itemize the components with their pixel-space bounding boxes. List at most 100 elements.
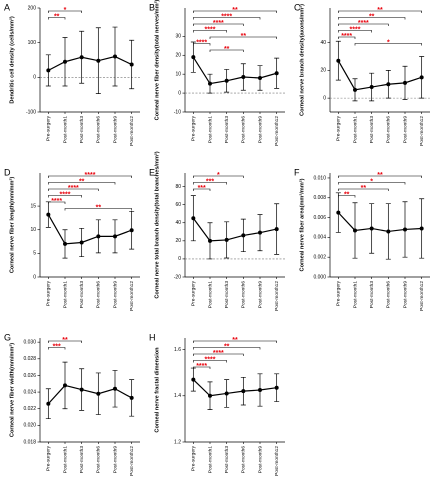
data-point bbox=[386, 82, 391, 87]
panel-label: C bbox=[294, 2, 301, 12]
x-tick-label: Pre-surgery bbox=[46, 115, 52, 141]
data-line bbox=[47, 214, 132, 245]
y-tick-label: 20 bbox=[320, 68, 326, 74]
y-tick-label: 0.018 bbox=[23, 439, 36, 445]
significance-label: *** bbox=[53, 344, 61, 351]
significance-label: ** bbox=[377, 7, 383, 14]
significance-label: **** bbox=[358, 20, 369, 27]
data-point bbox=[79, 55, 84, 60]
significance-label: ** bbox=[361, 185, 367, 192]
y-tick-label: 20 bbox=[175, 238, 181, 244]
data-point bbox=[191, 55, 196, 60]
y-tick-label: 10 bbox=[30, 227, 36, 233]
data-point bbox=[403, 227, 407, 232]
x-tick-label: Post-month12 bbox=[419, 116, 425, 146]
data-point bbox=[129, 62, 134, 67]
x-tick-label: Post-month1 bbox=[352, 116, 358, 144]
significance-label: ** bbox=[232, 337, 238, 344]
data-point bbox=[79, 240, 84, 245]
x-tick-label: Post-month1 bbox=[62, 446, 68, 474]
data-point bbox=[96, 391, 101, 396]
y-tick-label: 100 bbox=[28, 40, 37, 46]
significance-label: **** bbox=[350, 27, 361, 34]
data-point bbox=[191, 216, 196, 221]
significance-bracket bbox=[48, 182, 116, 185]
data-point bbox=[403, 80, 407, 85]
significance-bracket bbox=[193, 353, 244, 356]
data-point bbox=[274, 71, 279, 76]
data-point bbox=[419, 226, 424, 231]
data-point bbox=[336, 210, 341, 215]
panel-label: E bbox=[149, 167, 155, 177]
y-tick-label: 0.028 bbox=[23, 356, 36, 362]
panel-label: A bbox=[4, 2, 10, 12]
panel-label: G bbox=[4, 332, 11, 342]
data-point bbox=[336, 58, 341, 63]
significance-label: ** bbox=[62, 337, 68, 344]
panel-label: D bbox=[4, 167, 11, 177]
panel-label: B bbox=[149, 2, 155, 12]
x-tick-label: Post-month1 bbox=[207, 281, 213, 309]
y-tick-label: 0.024 bbox=[23, 389, 36, 395]
x-tick-label: Post-month9 bbox=[112, 116, 118, 144]
y-tick-label: 0.004 bbox=[313, 235, 326, 241]
significance-bracket bbox=[209, 49, 244, 52]
data-point bbox=[113, 386, 117, 391]
data-point bbox=[191, 377, 196, 382]
y-tick-label: 40 bbox=[175, 220, 181, 226]
x-tick-label: Post-month9 bbox=[112, 281, 118, 309]
data-line bbox=[48, 55, 132, 71]
significance-label: **** bbox=[196, 40, 207, 47]
data-point bbox=[63, 241, 67, 246]
data-point bbox=[113, 54, 117, 59]
x-tick-label: Post-month6 bbox=[96, 281, 102, 309]
y-tick-label: 0.020 bbox=[23, 423, 36, 429]
significance-label: ** bbox=[377, 172, 383, 179]
y-tick-label: -10 bbox=[174, 109, 181, 115]
y-tick-label: 0.010 bbox=[313, 175, 326, 181]
x-tick-label: Post-month1 bbox=[62, 116, 68, 144]
panel-label: H bbox=[149, 332, 156, 342]
data-point bbox=[369, 226, 374, 231]
data-point bbox=[386, 229, 391, 234]
x-tick-label: Post-month6 bbox=[241, 446, 247, 474]
data-line bbox=[47, 384, 132, 405]
x-tick-label: Pre-surgery bbox=[191, 115, 197, 141]
data-point bbox=[258, 388, 262, 392]
data-point bbox=[46, 68, 51, 73]
significance-label: ** bbox=[224, 344, 230, 351]
x-tick-label: Post-month6 bbox=[386, 281, 392, 309]
x-tick-label: Post-month9 bbox=[112, 446, 118, 474]
data-point bbox=[63, 59, 67, 64]
significance-label: **** bbox=[205, 357, 216, 364]
significance-label: **** bbox=[221, 14, 232, 21]
significance-bracket bbox=[338, 23, 389, 26]
x-tick-label: Post-month6 bbox=[386, 116, 392, 144]
data-line bbox=[192, 217, 277, 242]
data-point bbox=[208, 393, 212, 398]
significance-label: **** bbox=[213, 350, 224, 357]
data-point bbox=[241, 389, 246, 394]
significance-bracket bbox=[193, 366, 211, 369]
significance-bracket bbox=[48, 347, 66, 350]
x-tick-label: Post-month9 bbox=[257, 116, 263, 144]
x-tick-label: Post-month3 bbox=[79, 116, 85, 144]
significance-label: ** bbox=[344, 192, 350, 199]
y-tick-label: 0 bbox=[33, 274, 36, 280]
x-tick-label: Post-month6 bbox=[96, 446, 102, 474]
y-tick-label: 0.022 bbox=[23, 406, 36, 412]
data-point bbox=[241, 75, 246, 80]
data-point bbox=[274, 385, 279, 390]
x-tick-label: Post-month6 bbox=[96, 116, 102, 144]
data-line bbox=[337, 212, 422, 233]
significance-label: * bbox=[64, 7, 67, 14]
data-point bbox=[79, 387, 84, 392]
y-tick-label: 15 bbox=[30, 203, 36, 209]
data-point bbox=[353, 87, 357, 92]
significance-bracket bbox=[193, 360, 227, 363]
significance-bracket bbox=[338, 17, 406, 20]
significance-bracket bbox=[193, 347, 261, 350]
data-point bbox=[113, 234, 117, 239]
y-tick-label: 0.008 bbox=[313, 195, 326, 201]
